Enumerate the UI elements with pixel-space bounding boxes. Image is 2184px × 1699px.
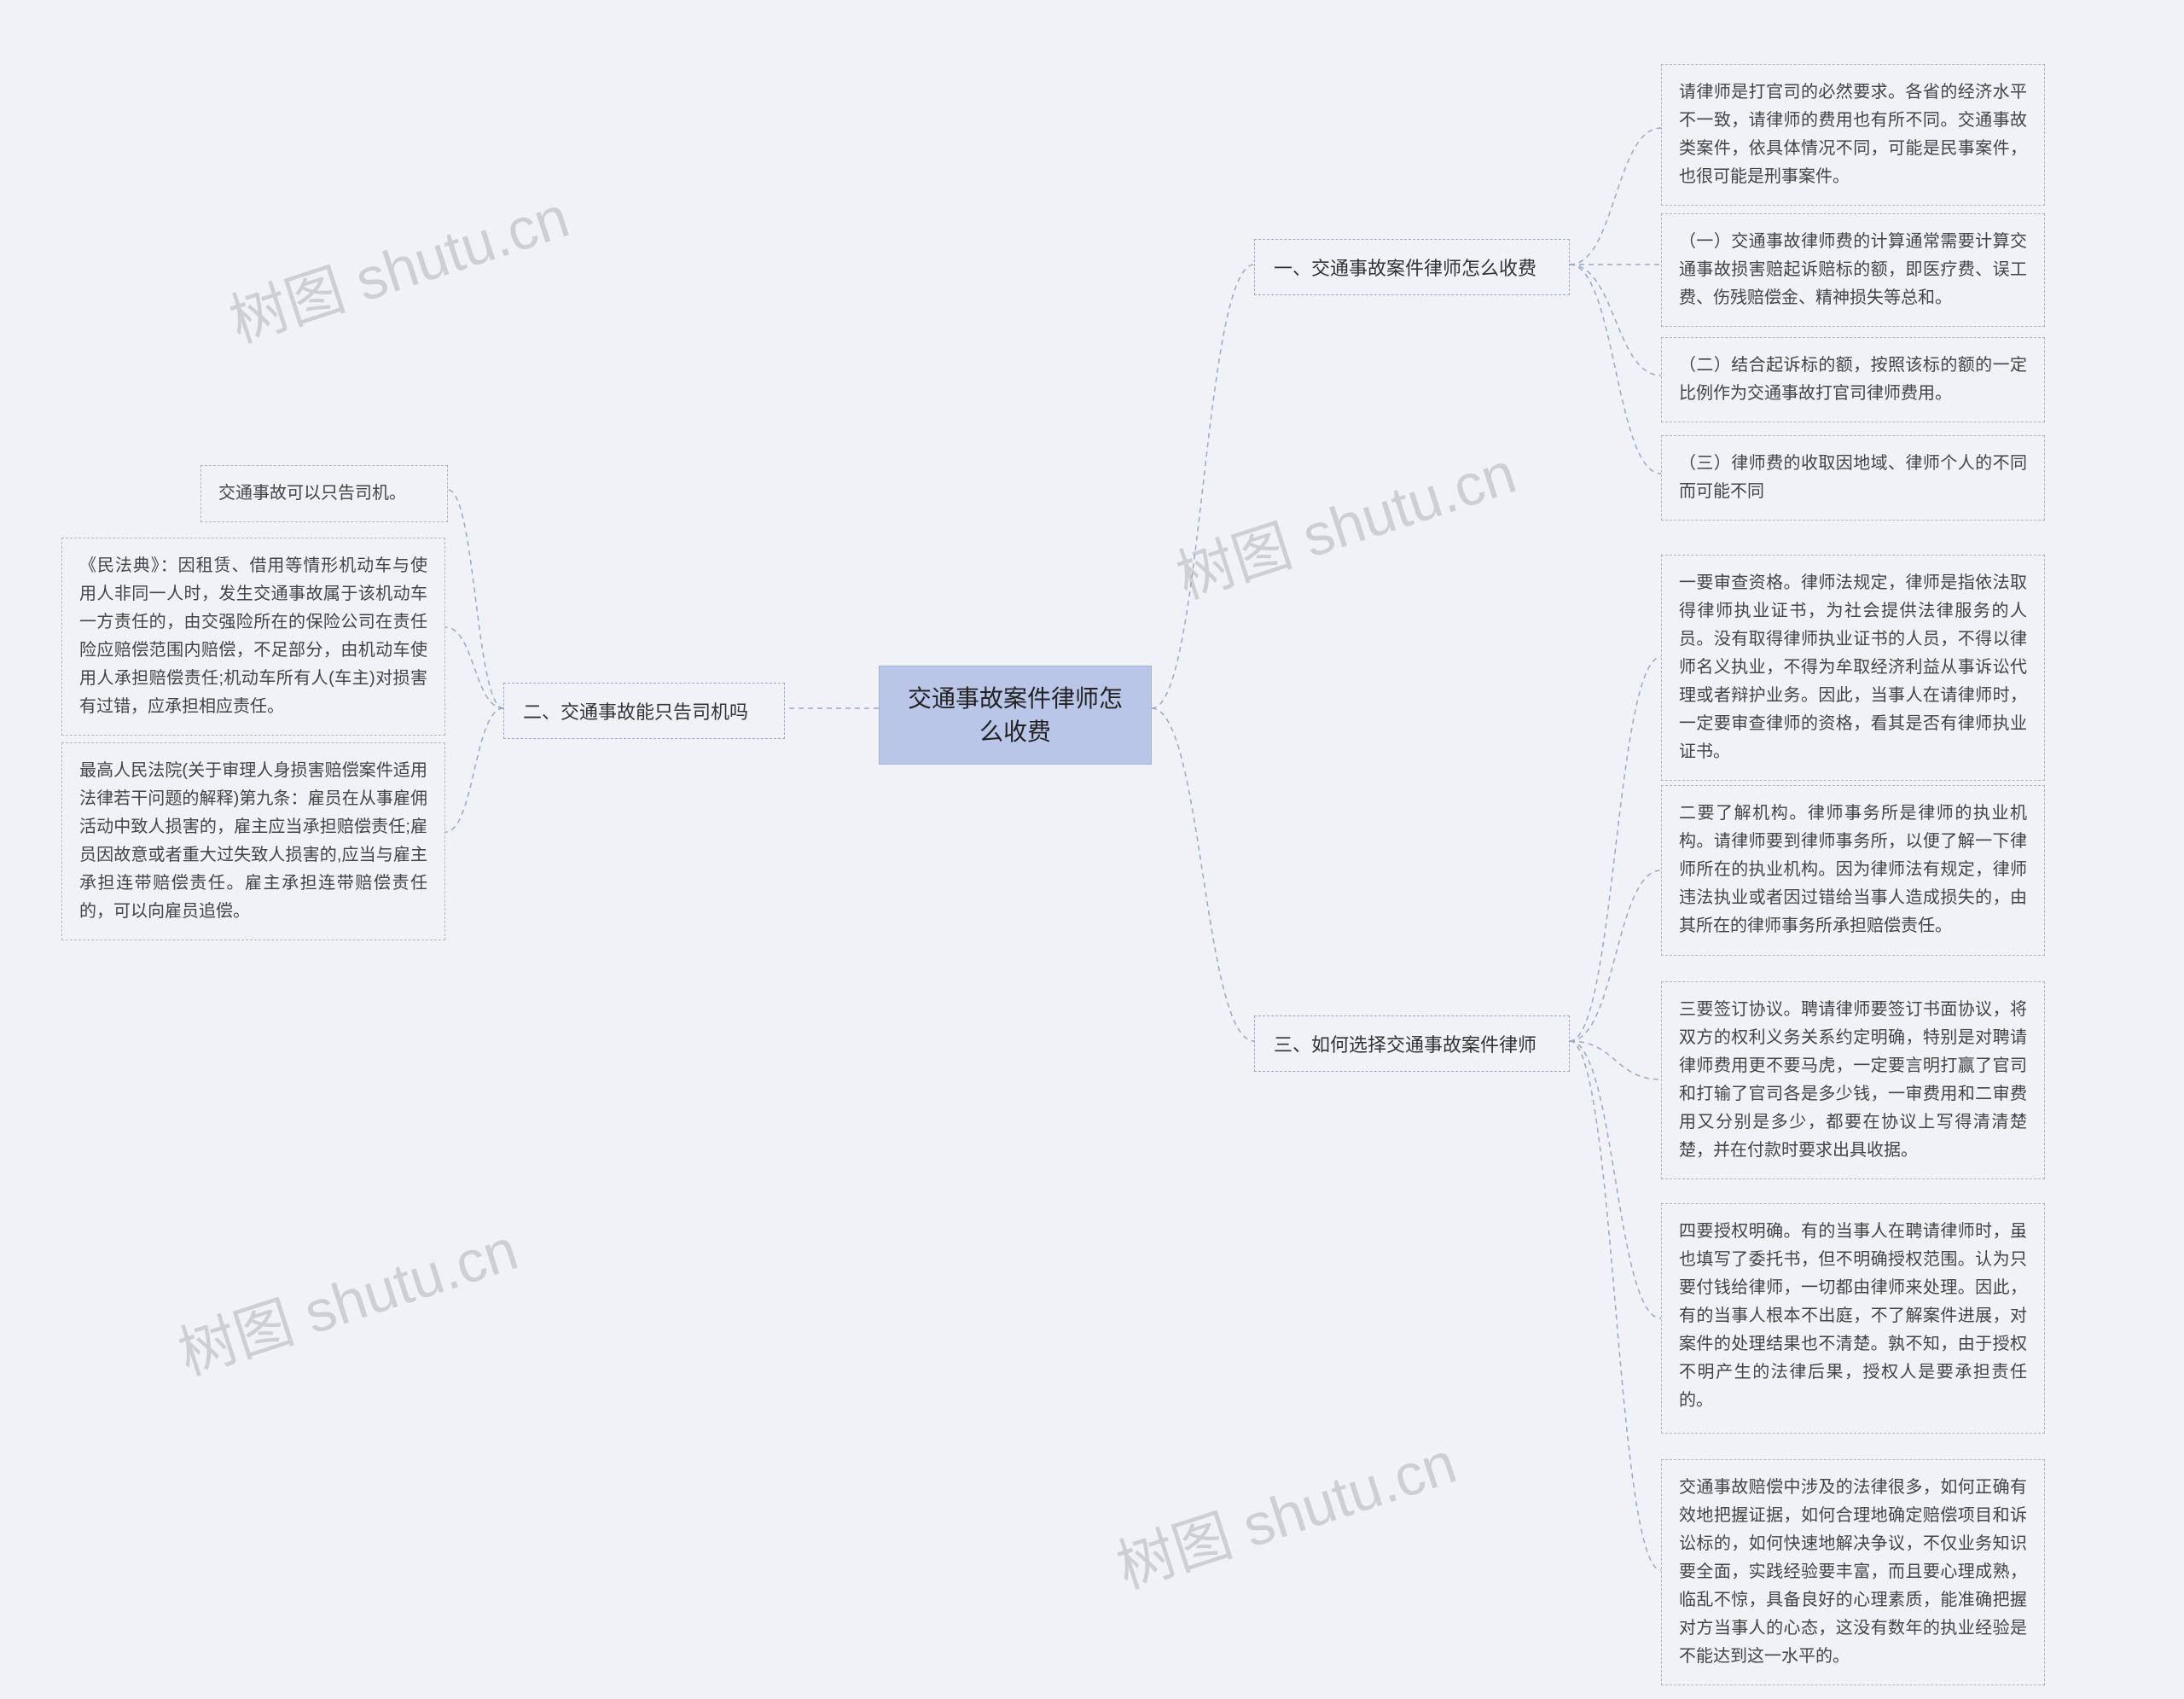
leaf-node[interactable]: （三）律师费的收取因地域、律师个人的不同而可能不同 bbox=[1661, 435, 2045, 521]
leaf-node[interactable]: 交通事故可以只告司机。 bbox=[200, 465, 448, 522]
leaf-node[interactable]: 三要签订协议。聘请律师要签订书面协议，将双方的权利义务关系约定明确，特别是对聘请… bbox=[1661, 981, 2045, 1179]
leaf-node[interactable]: 二要了解机构。律师事务所是律师的执业机构。请律师要到律师事务所，以便了解一下律师… bbox=[1661, 785, 2045, 956]
branch-node[interactable]: 三、如何选择交通事故案件律师 bbox=[1254, 1015, 1570, 1072]
leaf-text: （一）交通事故律师费的计算通常需要计算交通事故损害赔起诉赔标的额，即医疗费、误工… bbox=[1679, 232, 2027, 307]
leaf-node[interactable]: 交通事故赔偿中涉及的法律很多，如何正确有效地把握证据，如何合理地确定赔偿项目和诉… bbox=[1661, 1459, 2045, 1685]
leaf-text: 交通事故赔偿中涉及的法律很多，如何正确有效地把握证据，如何合理地确定赔偿项目和诉… bbox=[1679, 1478, 2027, 1666]
leaf-node[interactable]: （二）结合起诉标的额，按照该标的额的一定比例作为交通事故打官司律师费用。 bbox=[1661, 337, 2045, 422]
branch-label: 二、交通事故能只告司机吗 bbox=[523, 697, 748, 724]
leaf-text: 交通事故可以只告司机。 bbox=[218, 484, 406, 503]
leaf-text: 四要授权明确。有的当事人在聘请律师时，虽也填写了委托书，但不明确授权范围。认为只… bbox=[1679, 1222, 2027, 1410]
leaf-text: 一要审查资格。律师法规定，律师是指依法取得律师执业证书，为社会提供法律服务的人员… bbox=[1679, 573, 2027, 761]
root-node[interactable]: 交通事故案件律师怎么收费 bbox=[879, 666, 1152, 765]
branch-node[interactable]: 二、交通事故能只告司机吗 bbox=[503, 683, 785, 739]
leaf-node[interactable]: （一）交通事故律师费的计算通常需要计算交通事故损害赔起诉赔标的额，即医疗费、误工… bbox=[1661, 213, 2045, 327]
leaf-node[interactable]: 请律师是打官司的必然要求。各省的经济水平不一致，请律师的费用也有所不同。交通事故… bbox=[1661, 64, 2045, 206]
leaf-node[interactable]: 最高人民法院(关于审理人身损害赔偿案件适用法律若干问题的解释)第九条：雇员在从事… bbox=[61, 742, 445, 940]
branch-label: 三、如何选择交通事故案件律师 bbox=[1274, 1030, 1536, 1057]
leaf-text: 《民法典》：因租赁、借用等情形机动车与使用人非同一人时，发生交通事故属于该机动车… bbox=[79, 556, 427, 716]
branch-label: 一、交通事故案件律师怎么收费 bbox=[1274, 253, 1536, 281]
leaf-text: （二）结合起诉标的额，按照该标的额的一定比例作为交通事故打官司律师费用。 bbox=[1679, 356, 2027, 403]
leaf-text: 二要了解机构。律师事务所是律师的执业机构。请律师要到律师事务所，以便了解一下律师… bbox=[1679, 804, 2027, 935]
leaf-text: 请律师是打官司的必然要求。各省的经济水平不一致，请律师的费用也有所不同。交通事故… bbox=[1679, 83, 2027, 186]
leaf-node[interactable]: 四要授权明确。有的当事人在聘请律师时，虽也填写了委托书，但不明确授权范围。认为只… bbox=[1661, 1203, 2045, 1434]
root-label: 交通事故案件律师怎么收费 bbox=[900, 682, 1130, 748]
branch-node[interactable]: 一、交通事故案件律师怎么收费 bbox=[1254, 239, 1570, 295]
leaf-text: 三要签订协议。聘请律师要签订书面协议，将双方的权利义务关系约定明确，特别是对聘请… bbox=[1679, 1000, 2027, 1160]
leaf-node[interactable]: 一要审查资格。律师法规定，律师是指依法取得律师执业证书，为社会提供法律服务的人员… bbox=[1661, 555, 2045, 781]
leaf-text: （三）律师费的收取因地域、律师个人的不同而可能不同 bbox=[1679, 454, 2027, 501]
leaf-text: 最高人民法院(关于审理人身损害赔偿案件适用法律若干问题的解释)第九条：雇员在从事… bbox=[79, 761, 427, 921]
leaf-node[interactable]: 《民法典》：因租赁、借用等情形机动车与使用人非同一人时，发生交通事故属于该机动车… bbox=[61, 538, 445, 736]
